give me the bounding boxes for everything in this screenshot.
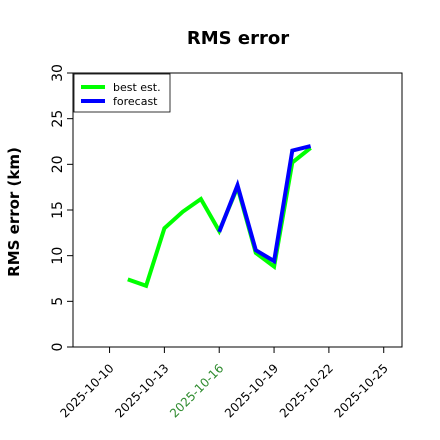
x-tick-label: 2025-10-25: [332, 361, 391, 420]
y-tick-label: 25: [50, 110, 66, 128]
y-tick-label: 10: [50, 247, 66, 265]
series-line-forecast: [217, 144, 312, 265]
y-axis: 0 5 10 15 20 25 30: [50, 64, 73, 351]
y-tick-label: 15: [50, 201, 66, 219]
x-axis: 2025-10-102025-10-132025-10-162025-10-19…: [57, 347, 391, 420]
x-tick-label: 2025-10-19: [222, 361, 281, 420]
y-tick-label: 5: [50, 297, 66, 306]
legend: best est.forecast: [73, 73, 171, 113]
legend-label: forecast: [113, 95, 158, 108]
plot-frame: [72, 72, 403, 348]
x-tick-label: 2025-10-13: [112, 361, 171, 420]
x-tick-label: 2025-10-16: [167, 361, 226, 420]
y-tick-label: 30: [50, 64, 66, 82]
x-tick-label: 2025-10-10: [57, 361, 116, 420]
x-tick-label: 2025-10-22: [277, 361, 336, 420]
legend-box: [73, 73, 171, 113]
y-tick-label: 20: [50, 155, 66, 173]
chart-title: RMS error: [187, 28, 289, 49]
y-tick-label: 0: [50, 343, 66, 352]
legend-label: best est.: [113, 81, 161, 94]
y-axis-label: RMS error (km): [5, 147, 23, 277]
series-layer: [127, 144, 312, 289]
